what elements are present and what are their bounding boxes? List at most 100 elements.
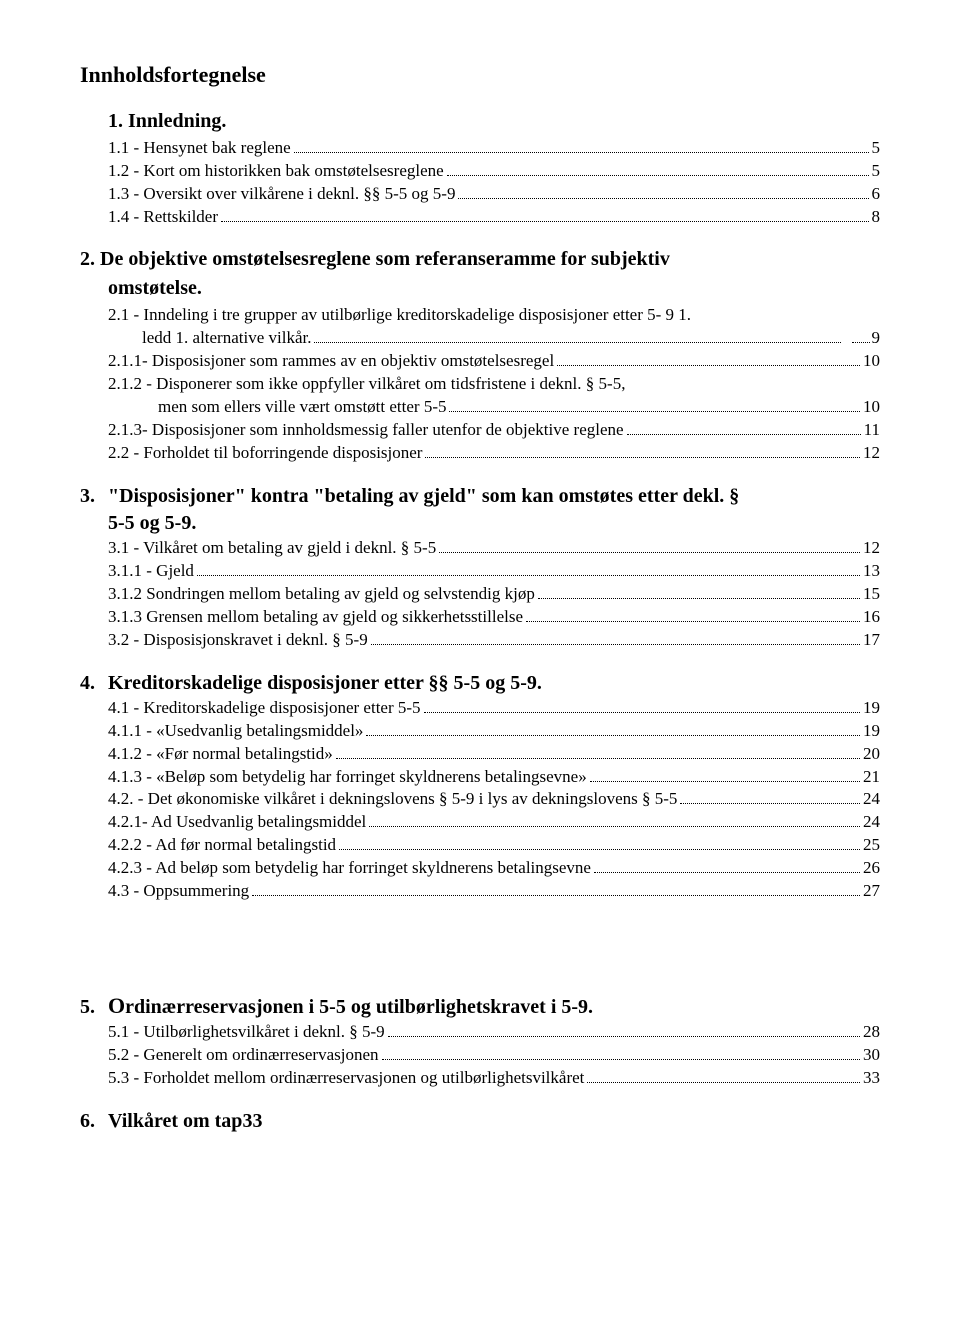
leader-dots [382,1059,861,1060]
toc-label: 2.1.1- Disposisjoner som rammes av en ob… [108,350,554,373]
sec-title: Kreditorskadelige disposisjoner etter §§… [108,670,542,697]
leader-dots [424,712,860,713]
sec-title: rdinærreservasjonen i 5-5 og utilbørligh… [125,994,593,1021]
toc-label: 3.1.1 - Gjeld [108,560,194,583]
toc-label: 4.2.2 - Ad før normal betalingstid [108,834,336,857]
sec3-head: 3. "Disposisjoner" kontra "betaling av g… [80,483,880,510]
section-6: 6. Vilkåret om tap 33 [80,1108,880,1135]
toc-label: men som ellers ville vært omstøtt etter … [158,396,446,419]
toc-label: 4.2. - Det økonomiske vilkåret i dekning… [108,788,677,811]
leader-dots [388,1036,860,1037]
leader-dots [339,849,860,850]
toc-row: 5.1 - Utilbørlighetsvilkåret i deknl. § … [80,1021,880,1044]
toc-page: 15 [863,583,880,606]
toc-row: 3.1.3 Grensen mellom betaling av gjeld o… [80,606,880,629]
leader-dots [627,434,861,435]
toc-label: 5.2 - Generelt om ordinærreservasjonen [108,1044,379,1067]
toc-page: 5 [872,137,881,160]
leader-dots [458,198,868,199]
toc-label: 5.1 - Utilbørlighetsvilkåret i deknl. § … [108,1021,385,1044]
leader-dots [439,552,860,553]
leader-dots [314,342,840,343]
toc-row-wrap: 2.1.2 - Disponerer som ikke oppfyller vi… [80,373,880,396]
toc-label: 1.3 - Oversikt over vilkårene i deknl. §… [108,183,455,206]
toc-page: 20 [863,743,880,766]
section-1: 1. Innledning. 1.1 - Hensynet bak reglen… [80,108,880,229]
toc-row: 1.4 - Rettskilder 8 [80,206,880,229]
toc-page: 26 [863,857,880,880]
toc-page: 5 [872,160,881,183]
toc-row-wrap: 2.1 - Inndeling i tre grupper av utilbør… [80,304,880,327]
leader-dots [594,872,860,873]
toc-row: 4.2.2 - Ad før normal betalingstid 25 [80,834,880,857]
toc-label: 4.1.2 - «Før normal betalingstid» [108,743,333,766]
toc-page: 19 [863,697,880,720]
leader-dots [294,152,869,153]
toc-row: 4.2.1- Ad Usedvanlig betalingsmiddel 24 [80,811,880,834]
toc-label: 4.2.3 - Ad beløp som betydelig har forri… [108,857,591,880]
toc-row: 4.1.3 - «Beløp som betydelig har forring… [80,766,880,789]
leader-dots [587,1082,860,1083]
toc-row: 1.3 - Oversikt over vilkårene i deknl. §… [80,183,880,206]
toc-page: 8 [872,206,881,229]
toc-row: 5.2 - Generelt om ordinærreservasjonen 3… [80,1044,880,1067]
toc-page: 17 [863,629,880,652]
leader-dots [425,457,860,458]
toc-label: 2.2 - Forholdet til boforringende dispos… [108,442,422,465]
toc-page: 21 [863,766,880,789]
toc-label: 1.1 - Hensynet bak reglene [108,137,291,160]
leader-dots [369,826,860,827]
toc-page: 9 [872,327,881,350]
toc-label: 3.1.3 Grensen mellom betaling av gjeld o… [108,606,523,629]
toc-row: 4.2. - Det økonomiske vilkåret i dekning… [80,788,880,811]
toc-page: 6 [872,183,881,206]
toc-label: 1.4 - Rettskilder [108,206,218,229]
toc-page: 27 [863,880,880,903]
leader-dots [852,342,870,343]
toc-label: 4.1.3 - «Beløp som betydelig har forring… [108,766,587,789]
sec2-head-line1: 2. De objektive omstøtelsesreglene som r… [80,246,880,273]
leader-dots [252,895,860,896]
toc-row: 4.1.1 - «Usedvanlig betalingsmiddel» 19 [80,720,880,743]
toc-row: 5.3 - Forholdet mellom ordinærreservasjo… [80,1067,880,1090]
toc-row: 3.1 - Vilkåret om betaling av gjeld i de… [80,537,880,560]
sec-title: "Disposisjoner" kontra "betaling av gjel… [108,483,739,510]
toc-row: 2.1.1- Disposisjoner som rammes av en ob… [80,350,880,373]
toc-row: 3.1.1 - Gjeld 13 [80,560,880,583]
sec-title-cap: O [108,991,125,1021]
toc-label: 3.2 - Disposisjonskravet i deknl. § 5-9 [108,629,368,652]
toc-row: 4.1.2 - «Før normal betalingstid» 20 [80,743,880,766]
toc-row: 2.2 - Forholdet til boforringende dispos… [80,442,880,465]
sec3-head-line2: 5-5 og 5-9. [80,510,880,537]
toc-row: 4.3 - Oppsummering 27 [80,880,880,903]
toc-label: 4.2.1- Ad Usedvanlig betalingsmiddel [108,811,366,834]
toc-row: 2.1.3- Disposisjoner som innholdsmessig … [80,419,880,442]
toc-row: 3.2 - Disposisjonskravet i deknl. § 5-9 … [80,629,880,652]
toc-row: ledd 1. alternative vilkår. 9 [80,327,880,350]
toc-label: 3.1.2 Sondringen mellom betaling av gjel… [108,583,535,606]
leader-dots [336,758,860,759]
toc-label: ledd 1. alternative vilkår. [108,327,311,350]
leader-dots [366,735,860,736]
toc-row: 4.1 - Kreditorskadelige disposisjoner et… [80,697,880,720]
sec-num: 3. [80,483,108,510]
toc-label: 4.3 - Oppsummering [108,880,249,903]
leader-dots [557,365,860,366]
section-4: 4. Kreditorskadelige disposisjoner etter… [80,670,880,903]
toc-page: 13 [863,560,880,583]
toc-label: 5.3 - Forholdet mellom ordinærreservasjo… [108,1067,584,1090]
toc-page: 24 [863,788,880,811]
section-5: 5. Ordinærreservasjonen i 5-5 og utilbør… [80,991,880,1090]
toc-row: 4.2.3 - Ad beløp som betydelig har forri… [80,857,880,880]
toc-label: 2.1.2 - Disponerer som ikke oppfyller vi… [108,374,625,393]
toc-label: 2.1 - Inndeling i tre grupper av utilbør… [108,305,691,324]
leader-dots [449,411,860,412]
toc-row: 1.1 - Hensynet bak reglene 5 [80,137,880,160]
sec4-head: 4. Kreditorskadelige disposisjoner etter… [80,670,880,697]
toc-label: 2.1.3- Disposisjoner som innholdsmessig … [108,419,624,442]
toc-page: 33 [863,1067,880,1090]
toc-page: 11 [864,419,880,442]
doc-title: Innholdsfortegnelse [80,60,880,90]
sec5-head: 5. Ordinærreservasjonen i 5-5 og utilbør… [80,991,880,1021]
toc-page: 12 [863,442,880,465]
